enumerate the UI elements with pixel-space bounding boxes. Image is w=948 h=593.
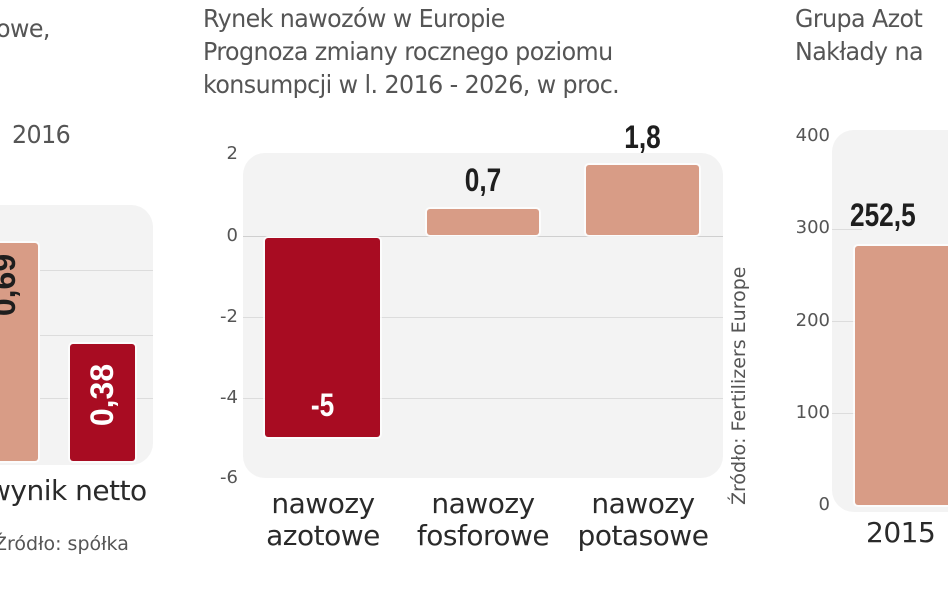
right-gridline [832, 413, 862, 414]
left-chart-category-wynik-netto: wynik netto [0, 474, 147, 507]
category-line: fosforowe [416, 519, 550, 552]
bar-nawozy-azotowe-value: -5 [310, 387, 335, 423]
chart-title: Rynek nawozów w Europie [203, 4, 505, 33]
bar-nawozy-potasowe-value: 1,8 [624, 119, 661, 155]
right-gridline [832, 321, 862, 322]
right-chart-category-2015: 2015 [866, 516, 936, 549]
left-chart-title-line1: owe, [0, 14, 50, 43]
right-chart-bar-2015-value: 252,5 [850, 197, 916, 233]
bar-nawozy-potasowe [586, 165, 699, 235]
category-line: potasowe [577, 519, 709, 552]
right-gridline [832, 229, 862, 230]
left-chart-bar-1-value: 0,69 [0, 253, 22, 317]
left-chart-bar-wynik-netto-value: 0,38 [84, 363, 120, 427]
left-chart-source: Źródło: spółka [0, 533, 129, 555]
right-y-tick: 0 [818, 494, 830, 515]
category-line: azotowe [266, 519, 380, 552]
y-tick: -2 [220, 306, 238, 327]
bar-nawozy-fosforowe-value: 0,7 [464, 162, 502, 198]
left-chart-bar-wynik-netto [70, 344, 135, 461]
right-y-tick: 200 [795, 310, 830, 331]
left-chart-gridline [40, 270, 153, 271]
bar-nawozy-azotowe [265, 238, 380, 437]
left-chart-title-line2: 2016 [12, 120, 71, 149]
bar-nawozy-fosforowe [427, 209, 539, 235]
category-line: nawozy [431, 487, 535, 520]
left-chart-gridline [40, 335, 153, 336]
right-y-tick: 400 [795, 125, 830, 146]
zero-line [243, 236, 723, 237]
category-line: nawozy [271, 487, 375, 520]
y-tick: 0 [226, 225, 238, 246]
left-chart-bar-1 [0, 243, 38, 461]
y-tick: -6 [220, 467, 238, 488]
y-tick: 2 [226, 143, 238, 164]
right-chart-title-line1: Grupa Azot [795, 4, 923, 33]
right-y-tick: 300 [795, 217, 830, 238]
category-nawozy-potasowe: nawozy potasowe [563, 488, 723, 552]
y-tick: -4 [220, 387, 238, 408]
chart-subtitle-line2: konsumpcji w l. 2016 - 2026, w proc. [203, 70, 620, 99]
gridline [243, 398, 723, 399]
chart-source: Źródło: Fertilizers Europe [728, 266, 750, 505]
chart-subtitle-line1: Prognoza zmiany rocznego poziomu [203, 37, 613, 66]
gridline [243, 317, 723, 318]
right-y-tick: 100 [795, 402, 830, 423]
category-nawozy-azotowe: nawozy azotowe [243, 488, 403, 552]
right-chart-bar-2015 [855, 246, 948, 505]
category-nawozy-fosforowe: nawozy fosforowe [403, 488, 563, 552]
category-line: nawozy [591, 487, 695, 520]
right-chart-title-line2: Nakłady na [795, 37, 924, 66]
